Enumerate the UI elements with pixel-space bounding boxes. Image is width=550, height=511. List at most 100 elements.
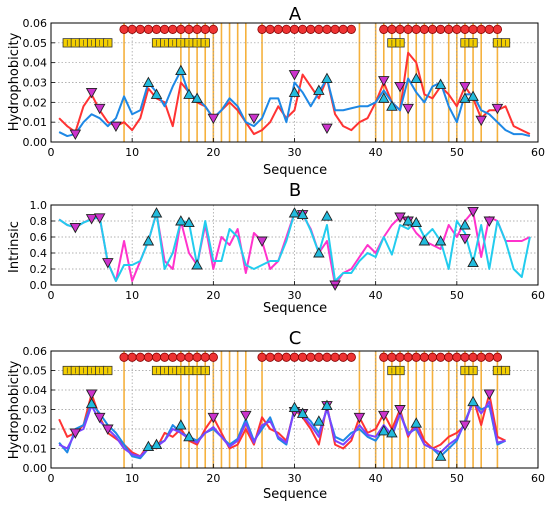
x-tick-label: 20 xyxy=(206,472,220,485)
x-tick-label: 20 xyxy=(206,289,220,302)
helix-marker xyxy=(298,352,308,362)
helix-marker xyxy=(395,24,405,34)
helix-marker xyxy=(135,24,145,34)
up-triangle-marker xyxy=(434,78,447,89)
x-tick-label: 40 xyxy=(369,472,383,485)
up-triangle-marker xyxy=(321,399,333,411)
down-triangle-marker xyxy=(394,212,406,223)
helix-marker xyxy=(379,24,389,34)
up-triangle-marker xyxy=(313,247,325,258)
plot-frame xyxy=(50,350,539,469)
helix-marker xyxy=(435,352,446,362)
down-triangle-marker xyxy=(85,87,98,99)
down-triangle-marker xyxy=(69,222,82,234)
down-triangle-marker xyxy=(459,420,471,432)
y-tick-label: 1.0 xyxy=(30,199,48,212)
down-triangle-marker xyxy=(378,410,390,422)
up-triangle-marker xyxy=(142,235,155,246)
up-triangle-marker xyxy=(175,419,187,430)
x-tick-label: 20 xyxy=(206,146,220,159)
helix-marker xyxy=(176,24,186,34)
down-triangle-marker xyxy=(93,412,106,424)
x-tick-label: 10 xyxy=(125,289,139,302)
up-triangle-marker xyxy=(378,425,390,436)
y-tick-label: 0.4 xyxy=(30,247,48,260)
helix-marker xyxy=(273,24,283,34)
helix-marker xyxy=(492,24,503,34)
y-tick-label: 0.06 xyxy=(23,17,48,30)
up-triangle-marker xyxy=(142,76,155,87)
x-tick-label: 10 xyxy=(125,472,139,485)
x-tick-label: 60 xyxy=(531,146,545,159)
up-triangle-marker xyxy=(288,401,301,412)
y-tick-label: 0.04 xyxy=(23,384,48,397)
helix-marker xyxy=(192,352,202,362)
down-triangle-marker xyxy=(467,206,479,218)
y-tick-label: 0.06 xyxy=(23,345,48,358)
helix-marker xyxy=(273,352,283,362)
helix-marker xyxy=(379,352,389,362)
helix-marker xyxy=(346,24,356,34)
down-triangle-marker xyxy=(483,389,496,400)
down-triangle-marker xyxy=(93,213,106,224)
helix-marker xyxy=(281,24,291,34)
x-tick-label: 30 xyxy=(288,289,302,302)
y-tick-label: 0.03 xyxy=(23,404,48,417)
down-triangle-marker xyxy=(353,412,366,424)
panel-a-title: A xyxy=(289,4,302,25)
y-tick-label: 0.2 xyxy=(30,263,48,276)
panel-b-ylabel: Intrinsic xyxy=(7,221,22,273)
helix-marker xyxy=(476,352,486,362)
helix-marker xyxy=(435,24,446,34)
up-triangle-marker xyxy=(467,256,479,268)
series-line xyxy=(58,400,506,458)
x-tick-label: 40 xyxy=(369,289,383,302)
up-triangle-marker xyxy=(313,84,325,95)
helix-marker xyxy=(403,352,413,362)
y-tick-label: 0.00 xyxy=(23,462,48,475)
helix-marker xyxy=(151,352,162,362)
up-triangle-marker xyxy=(296,208,309,220)
panel-c-xlabel: Sequence xyxy=(263,487,327,502)
helix-marker xyxy=(476,24,486,34)
x-tick-label: 50 xyxy=(450,472,464,485)
y-tick-label: 0.02 xyxy=(23,423,48,436)
helix-marker xyxy=(135,352,145,362)
helix-marker xyxy=(200,24,210,34)
x-tick-label: 30 xyxy=(288,472,302,485)
helix-marker xyxy=(265,24,275,34)
y-tick-label: 0.8 xyxy=(30,215,48,228)
down-triangle-marker xyxy=(207,412,220,424)
helix-marker xyxy=(151,24,162,34)
up-triangle-marker xyxy=(183,430,195,442)
up-triangle-marker xyxy=(410,216,423,228)
y-tick-label: 0.02 xyxy=(23,96,48,109)
up-triangle-marker xyxy=(296,407,309,418)
down-triangle-marker xyxy=(394,82,406,93)
helix-marker xyxy=(403,24,413,34)
plot-frame xyxy=(50,204,539,286)
helix-marker xyxy=(306,352,316,362)
down-triangle-marker xyxy=(288,70,301,81)
helix-marker xyxy=(387,352,397,362)
helix-marker xyxy=(298,24,308,34)
down-triangle-marker xyxy=(93,103,106,115)
down-triangle-marker xyxy=(85,214,98,225)
helix-marker xyxy=(427,352,438,362)
y-tick-label: 0.01 xyxy=(23,443,48,456)
down-triangle-marker xyxy=(394,405,406,416)
helix-marker xyxy=(119,352,129,362)
helix-marker xyxy=(143,352,153,362)
helix-marker xyxy=(143,24,153,34)
helix-marker xyxy=(387,24,397,34)
helix-marker xyxy=(452,24,462,34)
up-triangle-marker xyxy=(410,72,423,83)
x-tick-label: 60 xyxy=(531,289,545,302)
y-tick-label: 0.00 xyxy=(23,136,48,149)
y-tick-label: 0.01 xyxy=(23,116,48,129)
series-line xyxy=(58,69,531,138)
helix-marker xyxy=(411,352,421,362)
x-tick-label: 0 xyxy=(48,146,55,159)
x-tick-label: 60 xyxy=(531,472,545,485)
panel-b: B Sequence Intrinsic 0.0 0.2 0.4 0.6 0.8 1.0 0… xyxy=(7,180,545,316)
